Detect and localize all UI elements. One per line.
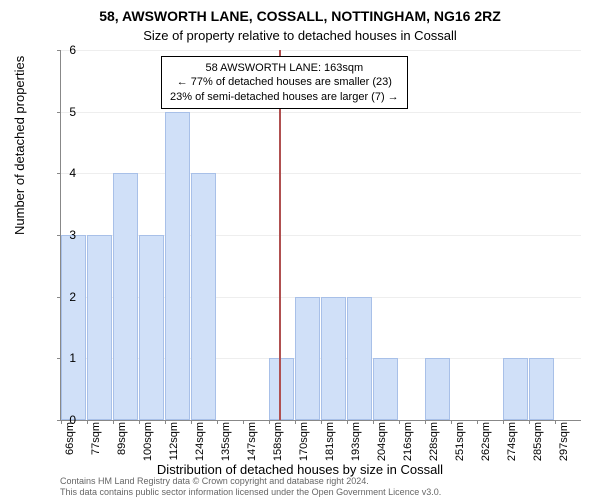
xtick-label: 77sqm xyxy=(90,422,102,455)
ytick-label: 4 xyxy=(69,166,76,180)
annotation-line1: 58 AWSWORTH LANE: 163sqm xyxy=(170,61,399,75)
xtick-mark xyxy=(321,420,322,424)
histogram-bar xyxy=(295,297,320,420)
xtick-label: 285sqm xyxy=(532,422,544,461)
xtick-label: 89sqm xyxy=(116,422,128,455)
ytick-label: 6 xyxy=(69,43,76,57)
ytick-label: 0 xyxy=(69,413,76,427)
histogram-bar xyxy=(113,173,138,420)
xtick-label: 135sqm xyxy=(220,422,232,461)
footer-line2: This data contains public sector informa… xyxy=(60,487,441,498)
ytick-mark xyxy=(57,50,61,51)
chart-title-line2: Size of property relative to detached ho… xyxy=(0,28,600,43)
xtick-label: 193sqm xyxy=(350,422,362,461)
xtick-mark xyxy=(477,420,478,424)
xtick-label: 274sqm xyxy=(506,422,518,461)
xtick-label: 204sqm xyxy=(376,422,388,461)
histogram-bar xyxy=(139,235,164,420)
xtick-mark xyxy=(295,420,296,424)
xtick-label: 147sqm xyxy=(246,422,258,461)
xtick-mark xyxy=(555,420,556,424)
xtick-mark xyxy=(139,420,140,424)
xtick-label: 181sqm xyxy=(324,422,336,461)
xtick-mark xyxy=(503,420,504,424)
xtick-label: 297sqm xyxy=(558,422,570,461)
footer-attribution: Contains HM Land Registry data © Crown c… xyxy=(60,476,441,498)
annotation-box: 58 AWSWORTH LANE: 163sqm← 77% of detache… xyxy=(161,56,408,109)
xtick-mark xyxy=(529,420,530,424)
y-axis-label: Number of detached properties xyxy=(12,56,27,235)
xtick-mark xyxy=(347,420,348,424)
histogram-bar xyxy=(503,358,528,420)
histogram-bar xyxy=(61,235,86,420)
xtick-mark xyxy=(217,420,218,424)
gridline xyxy=(61,112,581,113)
xtick-mark xyxy=(451,420,452,424)
xtick-label: 124sqm xyxy=(194,422,206,461)
ytick-mark xyxy=(57,112,61,113)
xtick-mark xyxy=(269,420,270,424)
histogram-bar xyxy=(87,235,112,420)
histogram-bar xyxy=(321,297,346,420)
xtick-mark xyxy=(191,420,192,424)
ytick-label: 1 xyxy=(69,351,76,365)
xtick-label: 251sqm xyxy=(454,422,466,461)
annotation-line2: ← 77% of detached houses are smaller (23… xyxy=(170,75,399,89)
footer-line1: Contains HM Land Registry data © Crown c… xyxy=(60,476,441,487)
xtick-label: 228sqm xyxy=(428,422,440,461)
histogram-bar xyxy=(373,358,398,420)
xtick-mark xyxy=(61,420,62,424)
x-axis-label: Distribution of detached houses by size … xyxy=(0,462,600,477)
xtick-label: 112sqm xyxy=(168,422,180,460)
chart-title-line1: 58, AWSWORTH LANE, COSSALL, NOTTINGHAM, … xyxy=(0,8,600,24)
histogram-bar xyxy=(529,358,554,420)
histogram-bar xyxy=(269,358,294,420)
xtick-mark xyxy=(373,420,374,424)
xtick-label: 216sqm xyxy=(402,422,414,461)
annotation-line3: 23% of semi-detached houses are larger (… xyxy=(170,90,399,104)
ytick-label: 2 xyxy=(69,290,76,304)
histogram-bar xyxy=(191,173,216,420)
xtick-label: 100sqm xyxy=(142,422,154,461)
xtick-mark xyxy=(399,420,400,424)
xtick-mark xyxy=(113,420,114,424)
xtick-mark xyxy=(87,420,88,424)
xtick-mark xyxy=(425,420,426,424)
histogram-bar xyxy=(347,297,372,420)
chart-plot-area: 66sqm77sqm89sqm100sqm112sqm124sqm135sqm1… xyxy=(60,50,581,421)
xtick-mark xyxy=(243,420,244,424)
ytick-label: 3 xyxy=(69,228,76,242)
xtick-mark xyxy=(165,420,166,424)
ytick-mark xyxy=(57,173,61,174)
gridline xyxy=(61,50,581,51)
ytick-label: 5 xyxy=(69,105,76,119)
xtick-label: 158sqm xyxy=(272,422,284,461)
gridline xyxy=(61,173,581,174)
xtick-label: 170sqm xyxy=(298,422,310,461)
histogram-bar xyxy=(425,358,450,420)
histogram-bar xyxy=(165,112,190,420)
xtick-label: 262sqm xyxy=(480,422,492,461)
